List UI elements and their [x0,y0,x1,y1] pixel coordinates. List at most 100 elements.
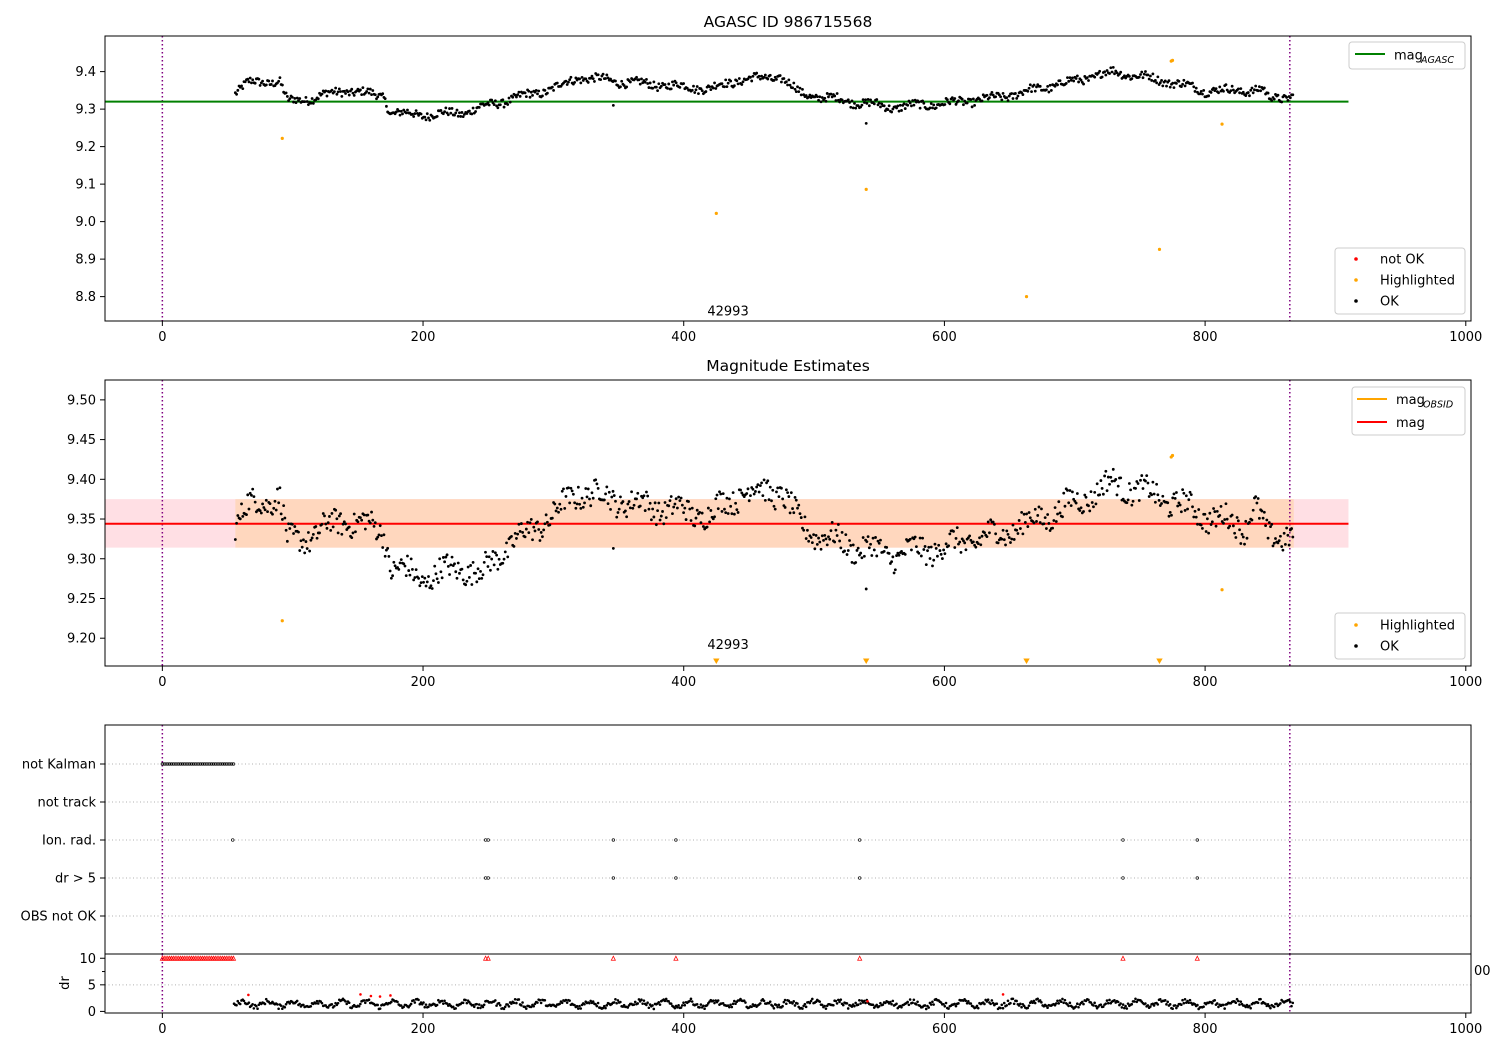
ok-point [458,571,461,575]
dr-point [513,998,517,1001]
ok-point [501,561,505,565]
dr-point [309,1004,313,1008]
ok-point [1264,524,1267,528]
dr-point [1067,1004,1070,1008]
ok-point [1158,504,1162,507]
dr-point [642,999,646,1002]
ok-point [1231,524,1235,528]
ok-point [257,77,261,81]
ok-point [1038,84,1042,88]
ok-point [512,545,516,548]
ok-point [1150,79,1154,82]
dr-point [576,1007,580,1010]
ok-point [1262,86,1266,90]
ok-point [775,490,778,494]
ok-point [331,525,335,529]
ok-point [1173,496,1177,500]
ok-point [699,87,703,91]
dr-point [793,1004,797,1007]
ok-point [247,80,251,84]
ok-point [1266,536,1270,540]
ok-point [328,515,331,518]
ok-point [693,524,697,528]
ok-point [321,512,325,515]
ok-point [365,90,368,93]
ok-point [638,82,642,86]
ok-point [1207,531,1211,535]
ok-point [854,561,858,564]
dr-point [729,1003,732,1007]
ok-point [366,87,370,91]
ok-point [266,510,269,514]
plot-frame [104,35,1472,322]
ok-point [1015,528,1019,532]
ok-point [1172,492,1176,496]
ok-point [1108,482,1111,486]
ok-point [501,98,505,102]
ok-point [1163,79,1167,83]
ok-point [1249,88,1253,92]
ok-point [992,522,996,526]
dr-point [1036,997,1039,1001]
dr-point [1188,998,1192,1002]
ok-point [1058,511,1062,515]
ok-point [1137,499,1141,502]
ok-point [532,525,536,529]
dr-point [1125,1007,1129,1010]
ok-point [914,545,918,549]
dr-point [440,999,444,1003]
x-tick-label: 200 [411,1022,436,1037]
ok-point [989,93,993,96]
dr-point [845,1002,849,1005]
dr-point [602,1004,606,1008]
ok-point [1028,83,1032,87]
ok-point [799,516,803,519]
flag-point [1195,838,1199,842]
ok-point [1198,92,1202,96]
ok-point [576,485,580,489]
y-tick-label: 9.50 [67,393,96,408]
ok-point [1011,523,1015,527]
ok-point [1021,93,1025,96]
dr-point [953,1002,957,1006]
dr-point [316,1002,320,1005]
ok-point [659,84,663,88]
ok-point [324,89,328,93]
ok-point [464,583,468,587]
dr-point [695,1003,699,1006]
ok-point [807,95,811,99]
ok-point [772,78,776,82]
dr-not-ok-point [359,993,362,996]
ok-point [959,550,963,554]
ok-point [1079,78,1083,82]
ok-point [1236,87,1240,91]
dr-point [818,1000,822,1003]
ok-point [579,81,583,85]
flag-point [166,762,170,766]
dr-point [679,1006,683,1009]
ok-point [862,101,866,104]
ok-point [591,496,595,500]
ok-point [574,76,578,80]
dr-point [264,997,268,1001]
ok-point [346,90,350,94]
ok-point [398,113,402,117]
ok-point [427,116,430,120]
ok-point [792,81,796,85]
dr-point [564,998,568,1002]
dr-point [854,1001,857,1005]
ok-point [875,98,879,101]
ok-point [978,536,981,540]
dr-point [1046,1006,1049,1009]
ok-point [484,550,487,554]
dr-point [1144,1002,1147,1005]
ok-point [508,100,512,104]
ok-point [849,544,853,547]
dr-point [238,1002,242,1006]
ok-point [1109,66,1113,70]
ok-point [736,511,740,514]
legend-box [1334,247,1466,315]
dr-point [1249,1006,1252,1010]
dr-point [1239,1000,1243,1003]
dr-clipped-marker [857,955,863,961]
